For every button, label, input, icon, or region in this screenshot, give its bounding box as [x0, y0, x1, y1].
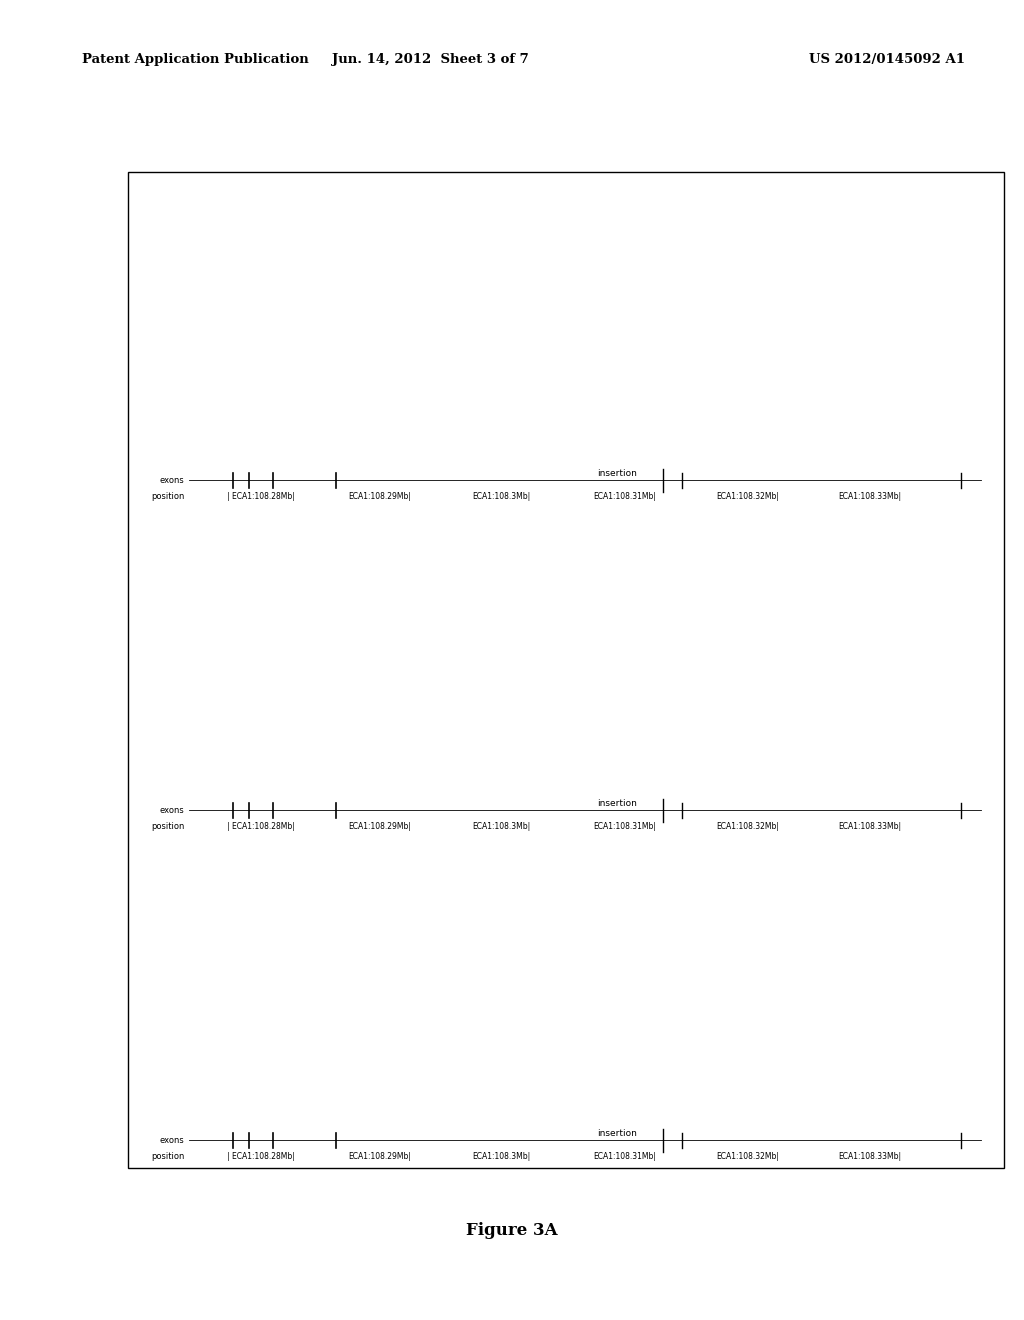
Text: insertion: insertion: [597, 469, 637, 478]
Text: ECA1:108.32Mb|: ECA1:108.32Mb|: [716, 822, 779, 830]
Text: Patent Application Publication: Patent Application Publication: [82, 53, 308, 66]
Text: ECA1:108.33Mb|: ECA1:108.33Mb|: [839, 822, 902, 830]
Text: position: position: [151, 1152, 184, 1160]
Text: | ECA1:108.28Mb|: | ECA1:108.28Mb|: [227, 1152, 295, 1160]
Text: ECA1:108.31Mb|: ECA1:108.31Mb|: [593, 822, 656, 830]
Y-axis label: # reads per base: # reads per base: [154, 284, 164, 368]
Text: position: position: [151, 492, 184, 500]
Text: US 2012/0145092 A1: US 2012/0145092 A1: [809, 53, 965, 66]
Text: LP/lp unpigmented skin: LP/lp unpigmented skin: [285, 859, 431, 873]
Text: LP/LP pigmented skin: LP/LP pigmented skin: [285, 199, 419, 213]
Text: ECA1:108.3Mb|: ECA1:108.3Mb|: [472, 1152, 530, 1160]
Text: | ECA1:108.28Mb|: | ECA1:108.28Mb|: [227, 492, 295, 500]
Text: exons: exons: [160, 807, 184, 814]
Text: insertion: insertion: [597, 1129, 637, 1138]
Text: position: position: [151, 822, 184, 830]
Text: insertion: insertion: [597, 799, 637, 808]
Text: | ECA1:108.28Mb|: | ECA1:108.28Mb|: [227, 822, 295, 830]
Text: Figure 3A: Figure 3A: [466, 1222, 558, 1238]
Text: LP/lp pigmented skin: LP/lp pigmented skin: [285, 529, 416, 543]
Text: ECA1:108.33Mb|: ECA1:108.33Mb|: [839, 1152, 902, 1160]
Text: ECA1:108.3Mb|: ECA1:108.3Mb|: [472, 822, 530, 830]
Text: ECA1:108.29Mb|: ECA1:108.29Mb|: [348, 1152, 411, 1160]
Text: ECA1:108.33Mb|: ECA1:108.33Mb|: [839, 492, 902, 500]
Y-axis label: # reads per base: # reads per base: [154, 614, 164, 698]
Text: exons: exons: [160, 477, 184, 484]
Text: Jun. 14, 2012  Sheet 3 of 7: Jun. 14, 2012 Sheet 3 of 7: [332, 53, 528, 66]
Text: ECA1:108.3Mb|: ECA1:108.3Mb|: [472, 492, 530, 500]
Y-axis label: # reads per base: # reads per base: [154, 944, 164, 1028]
Text: ECA1:108.31Mb|: ECA1:108.31Mb|: [593, 492, 656, 500]
Text: ECA1:108.29Mb|: ECA1:108.29Mb|: [348, 822, 411, 830]
Text: ECA1:108.29Mb|: ECA1:108.29Mb|: [348, 492, 411, 500]
Text: exons: exons: [160, 1137, 184, 1144]
Text: ECA1:108.31Mb|: ECA1:108.31Mb|: [593, 1152, 656, 1160]
Text: ECA1:108.32Mb|: ECA1:108.32Mb|: [716, 492, 779, 500]
Text: ECA1:108.32Mb|: ECA1:108.32Mb|: [716, 1152, 779, 1160]
